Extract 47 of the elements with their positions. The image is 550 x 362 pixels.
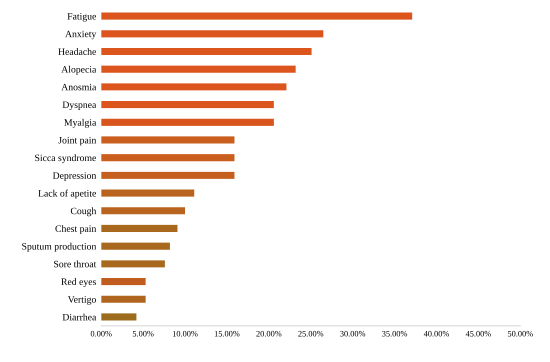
bar [101, 48, 312, 56]
bar [101, 101, 274, 108]
bar [101, 172, 234, 179]
y-tick-label: Alopecia [61, 66, 96, 75]
x-tick-label: 50.00% [508, 330, 533, 337]
x-tick-label: 25.00% [298, 330, 324, 337]
bar [101, 278, 146, 286]
y-tick-label: Headache [58, 48, 96, 55]
y-tick-label: Anxiety [65, 30, 96, 40]
bar [101, 12, 412, 20]
y-tick-label: Anosmia [61, 84, 96, 90]
y-tick-label: Sore throat [54, 260, 96, 268]
x-tick-label: 35.00% [382, 330, 408, 337]
y-tick-label: Myalgia [64, 118, 96, 128]
x-tick-label: 20.00% [256, 330, 282, 337]
x-tick-label: 45.00% [466, 330, 491, 337]
y-tick-label: Depression [52, 172, 96, 181]
x-tick-label: 30.00% [340, 330, 366, 337]
y-tick-label: Dyspnea [62, 102, 96, 110]
y-tick-label: Red eyes [61, 278, 96, 288]
bar [101, 154, 234, 162]
y-tick-label: Cough [70, 207, 96, 216]
bar [101, 296, 146, 303]
y-tick-label: Diarrhea [62, 314, 96, 320]
bar [101, 136, 234, 144]
x-tick-label: 15.00% [214, 330, 240, 337]
y-tick-label: Sicca syndrome [35, 154, 96, 164]
bar [101, 190, 194, 197]
x-tick-label: 10.00% [172, 330, 198, 337]
bar [101, 207, 186, 214]
y-tick-label: Joint pain [58, 136, 96, 146]
bar [101, 313, 136, 320]
y-tick-label: Sputum production [22, 242, 96, 252]
y-tick-label: Fatigue [67, 13, 96, 22]
bar [101, 224, 178, 232]
bar [101, 83, 286, 90]
x-tick-label: 5.00% [132, 330, 154, 337]
bar [101, 30, 324, 38]
y-tick-label: Vertigo [68, 296, 96, 305]
x-tick-label: 40.00% [424, 330, 450, 337]
y-tick-label: Chest pain [55, 225, 96, 234]
bar [101, 66, 296, 73]
bar [101, 118, 274, 126]
x-tick-label: 0.00% [90, 330, 112, 337]
bar [101, 260, 165, 268]
bar [101, 242, 170, 250]
y-tick-label: Lack of apetite [38, 190, 96, 199]
